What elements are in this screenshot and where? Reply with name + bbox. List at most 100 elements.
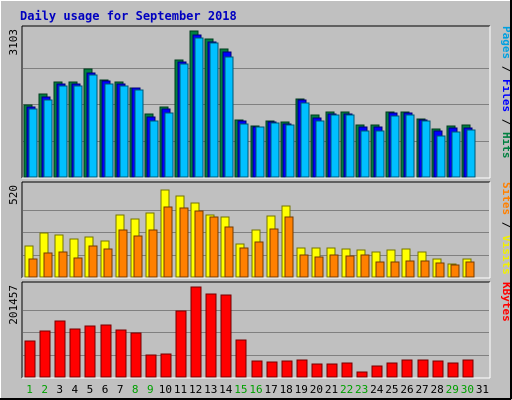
day-label-8: 8 — [132, 383, 139, 396]
bar-sites-day-14 — [224, 226, 234, 278]
bar-sites-day-11 — [179, 207, 189, 278]
bar-kbytes-day-14 — [220, 294, 232, 378]
bar-kbytes-day-10 — [160, 353, 172, 378]
legend-item: Visits — [500, 235, 512, 275]
bar-sites-day-29 — [450, 264, 460, 278]
day-label-27: 27 — [415, 383, 428, 396]
panel-legend: Pages / Files / Hits — [500, 26, 512, 159]
bar-kbytes-day-29 — [447, 362, 459, 378]
legend-item: / — [500, 59, 512, 79]
bar-kbytes-day-30 — [462, 359, 474, 378]
bar-kbytes-day-4 — [69, 328, 81, 378]
bar-pages-day-24 — [375, 130, 385, 178]
panel-middle: 520 Sites / Visits — [7, 181, 512, 279]
bar-pages-day-4 — [73, 85, 83, 178]
bar-pages-day-14 — [224, 56, 234, 178]
bar-pages-day-7 — [119, 85, 129, 178]
legend-item: Hits — [500, 132, 512, 159]
day-label-7: 7 — [117, 383, 124, 396]
chart-title: Daily usage for September 2018 — [20, 9, 237, 23]
day-label-15: 15 — [234, 383, 247, 396]
bar-pages-day-19 — [300, 102, 310, 178]
bar-kbytes-day-20 — [311, 363, 323, 378]
day-label-31: 31 — [476, 383, 489, 396]
bar-kbytes-day-22 — [341, 362, 353, 378]
bar-sites-day-10 — [163, 206, 173, 278]
day-label-1: 1 — [26, 383, 33, 396]
bar-sites-day-8 — [133, 235, 143, 278]
bar-pages-day-20 — [315, 120, 325, 178]
day-label-30: 30 — [461, 383, 474, 396]
bar-sites-day-15 — [239, 247, 249, 278]
bar-kbytes-day-23 — [356, 371, 368, 378]
axis-max-label: 201457 — [7, 285, 20, 325]
bar-sites-day-25 — [390, 261, 400, 278]
bar-pages-day-22 — [345, 114, 355, 178]
bar-kbytes-day-21 — [326, 363, 338, 378]
bar-sites-day-28 — [435, 262, 445, 278]
bar-kbytes-day-7 — [115, 329, 127, 378]
bar-pages-day-15 — [239, 123, 249, 178]
bar-pages-day-10 — [164, 112, 174, 178]
bar-sites-day-19 — [299, 254, 309, 278]
bar-pages-day-2 — [43, 99, 53, 178]
bar-sites-day-16 — [254, 241, 264, 278]
bar-kbytes-day-16 — [251, 360, 263, 378]
bar-kbytes-day-12 — [190, 286, 202, 378]
bar-pages-day-23 — [360, 130, 370, 178]
day-label-16: 16 — [249, 383, 262, 396]
bar-sites-day-12 — [194, 210, 204, 278]
day-label-25: 25 — [385, 383, 398, 396]
bar-kbytes-day-17 — [266, 361, 278, 378]
bar-pages-day-11 — [179, 63, 189, 178]
bar-pages-day-30 — [466, 129, 476, 178]
day-label-21: 21 — [325, 383, 338, 396]
bar-sites-day-23 — [360, 254, 370, 278]
bar-sites-day-2 — [43, 252, 53, 278]
day-label-18: 18 — [280, 383, 293, 396]
day-label-28: 28 — [431, 383, 444, 396]
day-label-20: 20 — [310, 383, 323, 396]
bar-pages-day-28 — [436, 135, 446, 178]
bar-kbytes-day-24 — [371, 365, 383, 378]
bar-kbytes-day-3 — [54, 320, 66, 378]
bar-pages-day-13 — [209, 42, 219, 178]
bar-kbytes-day-11 — [175, 310, 187, 378]
bar-kbytes-day-2 — [39, 330, 51, 378]
bar-sites-day-20 — [314, 256, 324, 278]
legend-item: / — [500, 215, 512, 235]
bar-sites-day-27 — [420, 260, 430, 278]
bar-sites-day-24 — [375, 261, 385, 278]
bar-kbytes-day-8 — [130, 332, 142, 378]
panel-legend: KBytes — [500, 282, 512, 322]
bar-kbytes-day-28 — [432, 360, 444, 378]
bar-sites-day-30 — [465, 261, 475, 278]
bar-sites-day-5 — [88, 245, 98, 278]
day-label-26: 26 — [400, 383, 413, 396]
bar-pages-day-1 — [28, 108, 38, 178]
bar-kbytes-day-13 — [205, 293, 217, 378]
bar-pages-day-26 — [405, 114, 415, 178]
legend-item: Sites — [500, 182, 512, 215]
day-label-3: 3 — [56, 383, 63, 396]
day-label-23: 23 — [355, 383, 368, 396]
bar-sites-day-21 — [329, 254, 339, 278]
bar-pages-day-6 — [104, 83, 114, 178]
bar-kbytes-day-27 — [417, 359, 429, 378]
bar-sites-day-18 — [284, 216, 294, 278]
bar-sites-day-26 — [405, 260, 415, 278]
bar-pages-day-5 — [88, 74, 98, 178]
bar-kbytes-day-26 — [401, 359, 413, 378]
bar-pages-day-27 — [421, 120, 431, 178]
day-label-12: 12 — [189, 383, 202, 396]
panel-legend: Sites / Visits — [500, 182, 512, 275]
bar-sites-day-9 — [148, 229, 158, 278]
bar-pages-day-25 — [390, 115, 400, 178]
day-label-6: 6 — [102, 383, 109, 396]
bar-sites-day-7 — [118, 229, 128, 278]
bar-sites-day-4 — [73, 257, 83, 278]
bar-kbytes-day-15 — [235, 339, 247, 378]
panel-bottom: 201457 KBytes — [7, 281, 512, 379]
bar-sites-day-6 — [103, 248, 113, 278]
